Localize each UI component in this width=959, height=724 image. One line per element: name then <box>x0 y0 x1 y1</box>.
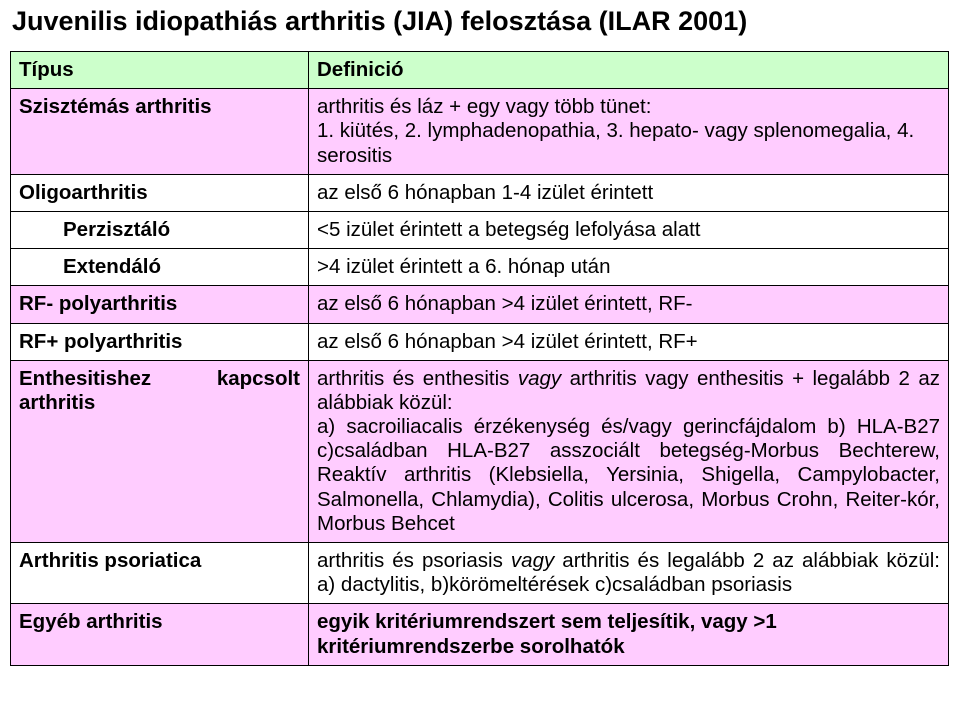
row-type: RF+ polyarthritis <box>11 323 309 360</box>
row-type: RF- polyarthritis <box>11 286 309 323</box>
row-def: az első 6 hónapban >4 izület érintett, R… <box>309 286 949 323</box>
row-def: az első 6 hónapban >4 izület érintett, R… <box>309 323 949 360</box>
table-row: RF- polyarthritis az első 6 hónapban >4 … <box>11 286 949 323</box>
table-row: Arthritis psoriatica arthritis és psoria… <box>11 543 949 604</box>
row-def: <5 izület érintett a betegség lefolyása … <box>309 211 949 248</box>
row-def: >4 izület érintett a 6. hónap után <box>309 249 949 286</box>
header-def: Definició <box>309 52 949 89</box>
row-type: Egyéb arthritis <box>11 604 309 665</box>
row-type-indent: Perzisztáló <box>11 211 309 248</box>
row-type: Arthritis psoriatica <box>11 543 309 604</box>
table-row: Perzisztáló <5 izület érintett a betegsé… <box>11 211 949 248</box>
row-def: az első 6 hónapban 1-4 izület érintett <box>309 174 949 211</box>
header-type: Típus <box>11 52 309 89</box>
table-header-row: Típus Definició <box>11 52 949 89</box>
table-row: Szisztémás arthritis arthritis és láz + … <box>11 89 949 175</box>
table-row: RF+ polyarthritis az első 6 hónapban >4 … <box>11 323 949 360</box>
row-def: arthritis és psoriasis vagy arthritis és… <box>309 543 949 604</box>
row-type-indent: Extendáló <box>11 249 309 286</box>
classification-table: Típus Definició Szisztémás arthritis art… <box>10 51 949 666</box>
table-row: Enthesitishez kapcsolt arthritis arthrit… <box>11 360 949 542</box>
table-row: Oligoarthritis az első 6 hónapban 1-4 iz… <box>11 174 949 211</box>
row-def: egyik kritériumrendszert sem teljesítik,… <box>309 604 949 665</box>
row-type: Oligoarthritis <box>11 174 309 211</box>
row-def: arthritis és láz + egy vagy több tünet:1… <box>309 89 949 175</box>
table-row: Extendáló >4 izület érintett a 6. hónap … <box>11 249 949 286</box>
row-type: Szisztémás arthritis <box>11 89 309 175</box>
row-def: arthritis és enthesitis vagy arthritis v… <box>309 360 949 542</box>
row-type: Enthesitishez kapcsolt arthritis <box>11 360 309 542</box>
page-title: Juvenilis idiopathiás arthritis (JIA) fe… <box>10 6 949 37</box>
table-row: Egyéb arthritis egyik kritériumrendszert… <box>11 604 949 665</box>
